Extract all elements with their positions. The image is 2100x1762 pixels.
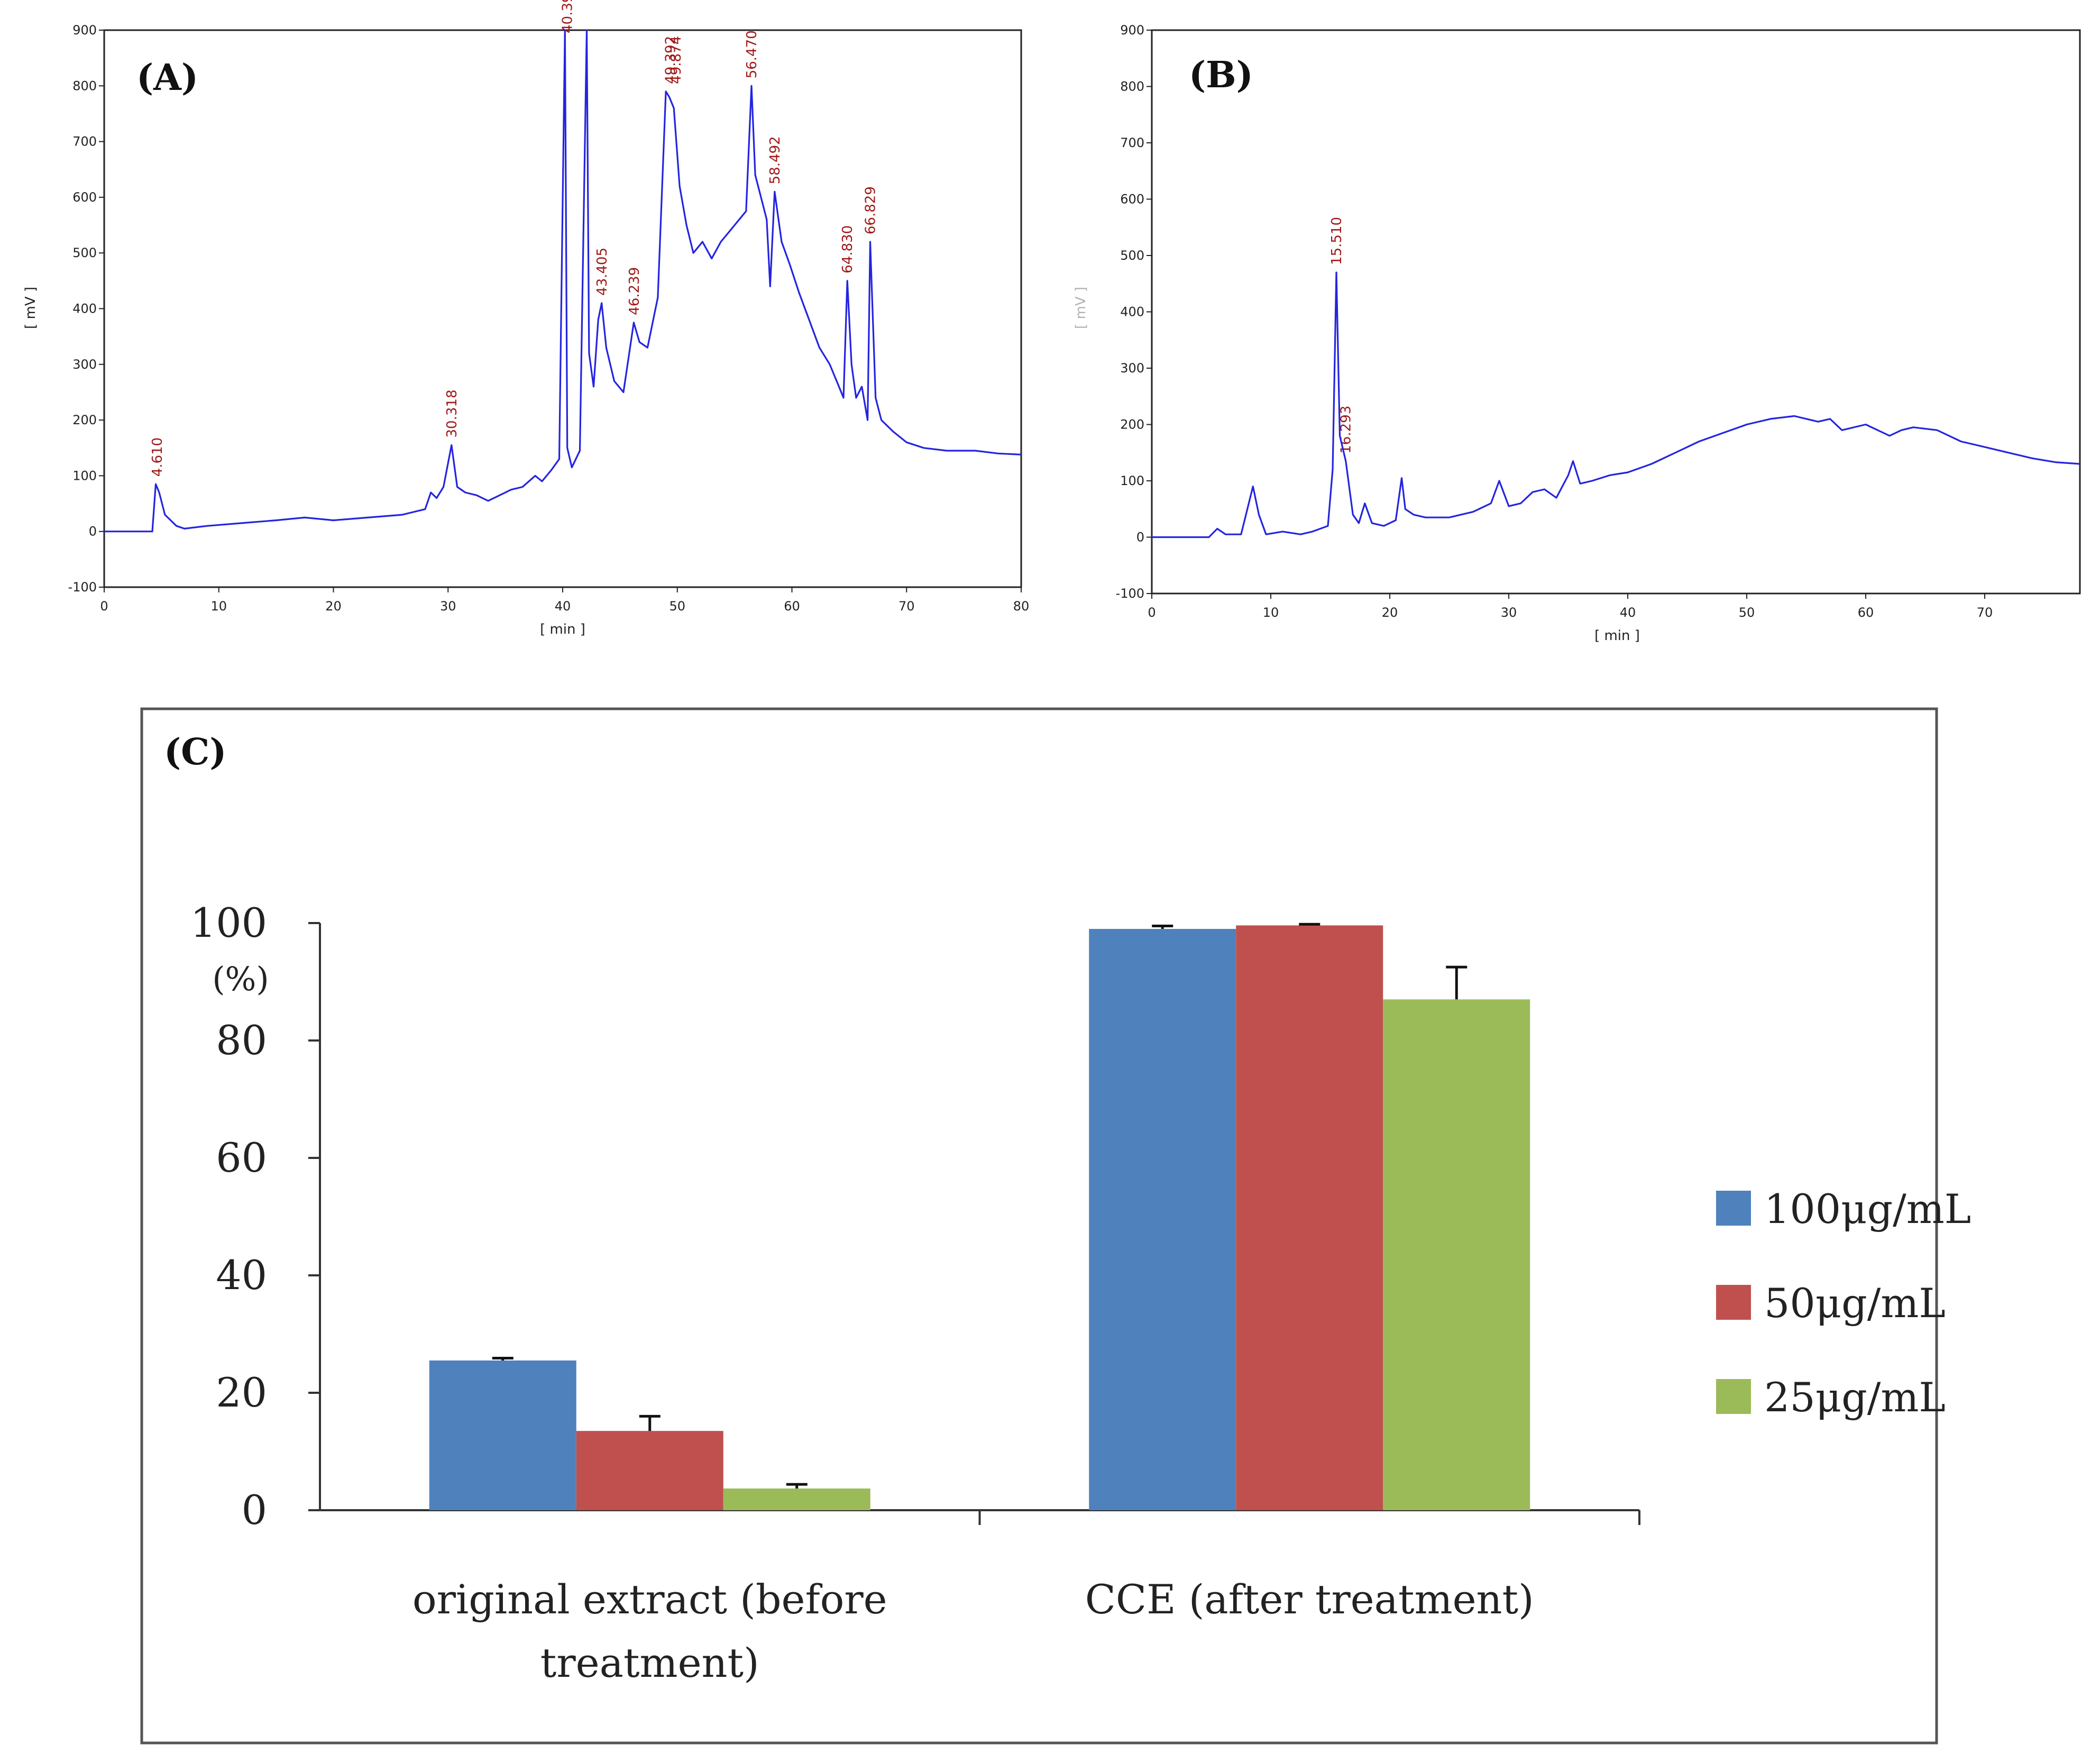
panel-a-y-tick-label: 900: [72, 23, 97, 38]
panel-b-y-tick-label: 500: [1120, 248, 1144, 263]
panel-a-peak-label: 49.874: [668, 36, 684, 84]
panel-c-category-label: CCE (after treatment): [1085, 1576, 1534, 1623]
panel-c-y-tick-label: 0: [242, 1486, 267, 1533]
panel-a-x-tick-label: 20: [325, 599, 342, 614]
panel-c-y-unit-label: (%): [212, 960, 269, 998]
panel-b-y-tick-label: 100: [1120, 473, 1144, 488]
panel-b-x-tick-label: 30: [1501, 605, 1517, 620]
panel-c-category-label: treatment): [540, 1639, 759, 1686]
legend-swatch: [1716, 1285, 1751, 1320]
panel-c-y-tick-label: 100: [190, 899, 267, 946]
panel-a-label: (A): [136, 57, 198, 99]
panel-c-label: (C): [164, 731, 226, 773]
legend-swatch: [1716, 1191, 1751, 1226]
panel-a-peak-label: 43.405: [594, 248, 610, 296]
panel-a-peak-label: 30.318: [444, 390, 460, 438]
panel-c-bars: [429, 923, 1530, 1510]
panel-a-y-tick-label: 200: [72, 413, 97, 427]
panel-a-y-tick-label: 500: [72, 245, 97, 260]
panel-b-x-tick-label: 20: [1382, 605, 1398, 620]
panel-a-y-tick-label: 300: [72, 357, 97, 372]
panel-b-y-tick-label: 700: [1120, 135, 1144, 150]
panel-a-y-tick-label: -100: [68, 580, 97, 595]
panel-c-y-tick-label: 80: [216, 1017, 267, 1064]
panel-b-x-tick-label: 60: [1858, 605, 1874, 620]
panel-a-y-tick-label: 400: [72, 302, 97, 316]
panel-a-peak-labels: 4.610 30.318 40.392 43.405 46.239 49.39249.87…: [150, 0, 879, 477]
panel-a-x-tick-label: 50: [669, 599, 685, 614]
panel-a-y-axis-label: [ mV ]: [23, 287, 39, 329]
panel-a-x-axis-label: [ min ]: [540, 622, 585, 637]
panel-a-chromatogram-line: [104, 29, 1022, 533]
panel-b-label: (B): [1189, 54, 1253, 96]
panel-a-x-tick-label: 80: [1013, 599, 1030, 614]
legend-label: 100μg/mL: [1764, 1185, 1971, 1233]
panel-b-y-tick-label: 600: [1120, 192, 1144, 207]
panel-c-legend: 100μg/mL 50μg/mL 25μg/mL: [1716, 1185, 1971, 1421]
chromatogram-panel-b: 0 10 20 30 40 50 60 70 -100 0 100 200 300 400 500 600 70…: [1073, 23, 2081, 644]
panel-b-y-tick-label: 900: [1120, 23, 1144, 38]
panel-a-peak-label: 58.492: [767, 136, 783, 184]
panel-a-x-tick-label: 30: [440, 599, 456, 614]
bar-chart-panel-c: (C) (%) 0 20 40 60 80 100 original extract (b…: [140, 707, 1971, 1745]
panel-b-x-tick-label: 70: [1977, 605, 1993, 620]
legend-label: 50μg/mL: [1764, 1280, 1946, 1327]
panel-a-x-tick-label: 10: [210, 599, 227, 614]
panel-b-peak-labels: 15.510 16.293: [1329, 217, 1354, 454]
panel-c-category-label: original extract (before: [412, 1576, 887, 1623]
panel-b-x-tick-label: 50: [1739, 605, 1755, 620]
panel-c-y-tick-label: 40: [216, 1252, 267, 1299]
panel-a-x-tick-label: 60: [784, 599, 800, 614]
panel-a-y-tick-label: 700: [72, 134, 97, 149]
panel-c-y-tick-label: 20: [216, 1369, 267, 1416]
chromatogram-panel-a: 0 10 20 30 40 50 60 70 80-1000100200300400500600…: [23, 0, 1029, 637]
panel-b-y-axis-label: [ mV ]: [1073, 287, 1089, 329]
panel-c-border: [140, 707, 1938, 1745]
panel-b-x-axis-label: [ min ]: [1594, 628, 1640, 644]
panel-a-peak-label: 40.392: [560, 0, 575, 33]
panel-b-y-tick-label: 400: [1120, 305, 1144, 319]
panel-a-y-tick-label: 800: [72, 78, 97, 93]
panel-a-x-tick-label: 0: [100, 599, 108, 614]
panel-a-peak-label: 56.470: [744, 30, 760, 78]
panel-a-x-tick-label: 40: [555, 599, 571, 614]
panel-a-ticks: 0 10 20 30 40 50 60 70 80-1000100200300400500600…: [68, 23, 1030, 614]
bar-100gml: [1089, 929, 1236, 1510]
panel-a-peak-label: 64.830: [840, 225, 856, 273]
panel-a-peak-label: 4.610: [150, 437, 166, 477]
panel-b-ticks: 0 10 20 30 40 50 60 70 -100 0 100 200 300 400 500 600 70…: [1116, 23, 1993, 620]
panel-b-x-tick-label: 40: [1620, 605, 1636, 620]
panel-a-peak-label: 66.829: [863, 186, 879, 234]
panel-a-y-tick-label: 600: [72, 190, 97, 205]
panel-c-y-tick-label: 60: [216, 1134, 267, 1181]
bar-50gml: [576, 1431, 723, 1510]
panel-b-peak-label: 15.510: [1329, 217, 1345, 265]
panel-a-y-tick-label: 100: [72, 468, 97, 483]
panel-a-peak-label: 49.392: [663, 36, 679, 84]
panel-b-y-tick-label: -100: [1116, 586, 1144, 601]
panel-c-category-labels: original extract (before treatment) CCE (a…: [412, 1576, 1534, 1686]
panel-b-y-tick-label: 300: [1120, 361, 1144, 376]
bar-100gml: [429, 1360, 576, 1510]
panel-a-peak-label: 46.239: [627, 267, 643, 315]
panel-b-peak-label: 16.293: [1338, 406, 1354, 454]
panel-a-x-tick-label: 70: [898, 599, 915, 614]
panel-b-chromatogram-line: [1152, 271, 2080, 538]
panel-b-x-tick-label: 10: [1263, 605, 1279, 620]
legend-swatch: [1716, 1379, 1751, 1414]
bar-25gml: [1383, 999, 1530, 1510]
bar-50gml: [1236, 925, 1383, 1510]
legend-label: 25μg/mL: [1764, 1374, 1946, 1421]
panel-b-y-tick-label: 200: [1120, 417, 1144, 432]
bar-25gml: [723, 1488, 870, 1510]
panel-b-x-tick-label: 0: [1148, 605, 1156, 620]
panel-b-y-tick-label: 800: [1120, 79, 1144, 94]
panel-a-y-tick-label: 0: [89, 524, 97, 539]
panel-b-y-tick-label: 0: [1136, 530, 1144, 545]
